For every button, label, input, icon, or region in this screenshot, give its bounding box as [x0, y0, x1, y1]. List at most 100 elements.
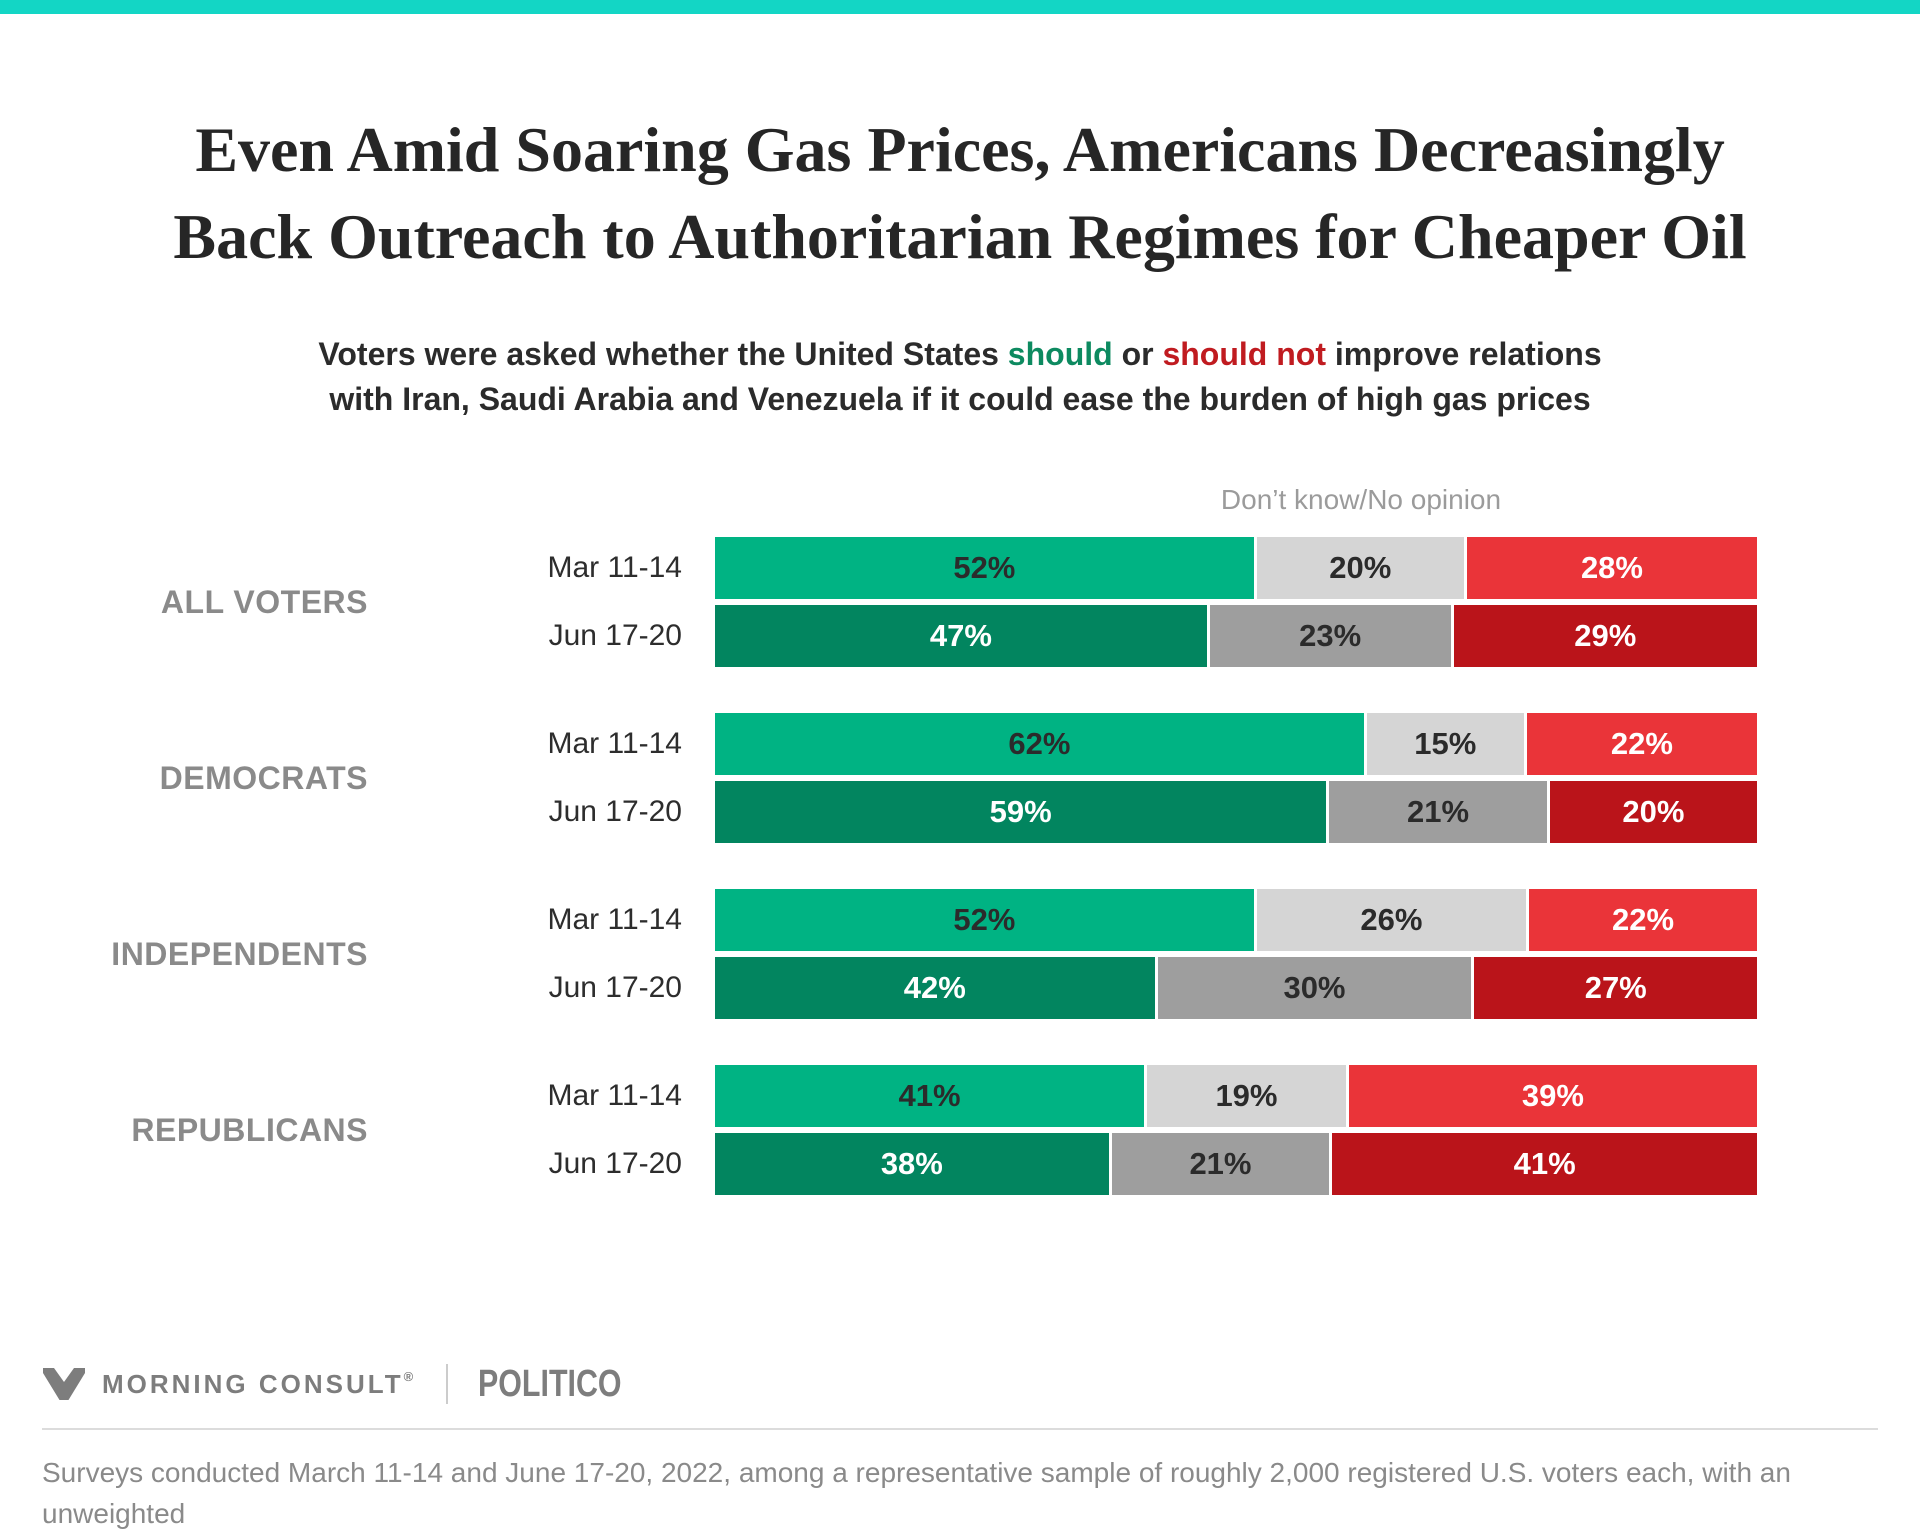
title-line-2: Back Outreach to Authoritarian Regimes f…	[173, 201, 1747, 272]
segment-should: 41%	[715, 1065, 1145, 1127]
segment-should-not: 20%	[1549, 781, 1757, 843]
group-republicans: REPUBLICANS Mar 11-14 41% 19% 39% Jun 17…	[0, 1065, 1920, 1195]
segment-value: 23%	[1299, 618, 1362, 653]
registered-mark: ®	[403, 1368, 417, 1384]
segment-value: 19%	[1215, 1078, 1278, 1113]
bar-row-label: Jun 17-20	[548, 795, 682, 828]
segment-dont-know: 30%	[1157, 957, 1472, 1019]
segment-value: 52%	[953, 902, 1016, 937]
group-rows: Mar 11-14 52% 26% 22% Jun 17-20 42% 30% …	[368, 889, 1920, 1019]
segment-value: 28%	[1580, 550, 1643, 585]
segment-should-not: 39%	[1348, 1065, 1757, 1127]
segment-value: 20%	[1622, 794, 1685, 829]
bar-row-jun: Jun 17-20 38% 21% 41%	[368, 1133, 1920, 1195]
group-label: DEMOCRATS	[159, 759, 368, 796]
segment-value: 26%	[1360, 902, 1423, 937]
group-label: INDEPENDENTS	[111, 935, 368, 972]
group-rows: Mar 11-14 62% 15% 22% Jun 17-20 59% 21% …	[368, 713, 1920, 843]
bar-row-label: Mar 11-14	[547, 727, 682, 760]
bar-row-mar: Mar 11-14 62% 15% 22%	[368, 713, 1920, 775]
stacked-bar: 38% 21% 41%	[715, 1133, 1758, 1195]
bar-row-label: Jun 17-20	[548, 971, 682, 1004]
segment-should-not: 28%	[1466, 537, 1757, 599]
segment-value: 41%	[1513, 1146, 1576, 1181]
segment-should: 59%	[715, 781, 1327, 843]
subtitle-should: should	[1007, 336, 1113, 372]
morning-consult-logo-icon	[43, 1368, 85, 1400]
segment-dont-know: 20%	[1256, 537, 1464, 599]
logo-divider	[446, 1364, 449, 1404]
stacked-bar-chart: ALL VOTERS Mar 11-14 52% 20% 28% Jun 17-…	[0, 537, 1920, 1195]
segment-should: 38%	[715, 1133, 1109, 1195]
chart-annotation-strip: Don’t know/No opinion	[0, 484, 1920, 520]
segment-value: 41%	[898, 1078, 961, 1113]
group-rows: Mar 11-14 41% 19% 39% Jun 17-20 38% 21% …	[368, 1065, 1920, 1195]
segment-value: 22%	[1612, 902, 1675, 937]
segment-dont-know: 19%	[1147, 1065, 1346, 1127]
stacked-bar: 42% 30% 27%	[715, 957, 1757, 1019]
bar-row-label: Mar 11-14	[547, 903, 682, 936]
segment-value: 30%	[1283, 970, 1346, 1005]
segment-should-not: 22%	[1526, 713, 1757, 775]
bar-row-mar: Mar 11-14 52% 26% 22%	[368, 889, 1920, 951]
bar-row-jun: Jun 17-20 59% 21% 20%	[368, 781, 1920, 843]
segment-value: 59%	[989, 794, 1052, 829]
group-democrats: DEMOCRATS Mar 11-14 62% 15% 22% Jun 17-2…	[0, 713, 1920, 843]
title-line-1: Even Amid Soaring Gas Prices, Americans …	[195, 114, 1725, 185]
stacked-bar: 52% 20% 28%	[715, 537, 1757, 599]
subtitle-pre: Voters were asked whether the United Sta…	[318, 336, 1008, 372]
bar-row-label: Mar 11-14	[547, 1079, 682, 1112]
segment-dont-know: 15%	[1366, 713, 1524, 775]
segment-value: 39%	[1521, 1078, 1584, 1113]
segment-value: 15%	[1414, 726, 1477, 761]
segment-should-not: 41%	[1332, 1133, 1758, 1195]
segment-should: 52%	[715, 537, 1254, 599]
segment-dont-know: 21%	[1329, 781, 1547, 843]
note-line-1: Surveys conducted March 11-14 and June 1…	[42, 1457, 1791, 1529]
subtitle: Voters were asked whether the United Sta…	[0, 332, 1920, 422]
segment-dont-know: 21%	[1111, 1133, 1330, 1195]
bar-row-label: Jun 17-20	[548, 1147, 682, 1180]
bar-row-label: Jun 17-20	[548, 619, 682, 652]
group-all-voters: ALL VOTERS Mar 11-14 52% 20% 28% Jun 17-…	[0, 537, 1920, 667]
subtitle-post-1: improve relations	[1325, 336, 1602, 372]
brand-accent-bar	[0, 0, 1920, 14]
segment-should: 52%	[715, 889, 1254, 951]
subtitle-should-not: should not	[1162, 336, 1326, 372]
segment-value: 42%	[903, 970, 966, 1005]
segment-value: 20%	[1329, 550, 1392, 585]
stacked-bar: 41% 19% 39%	[715, 1065, 1757, 1127]
stacked-bar: 52% 26% 22%	[715, 889, 1757, 951]
stacked-bar: 62% 15% 22%	[715, 713, 1757, 775]
segment-value: 21%	[1189, 1146, 1252, 1181]
segment-should: 42%	[715, 957, 1155, 1019]
segment-dont-know: 23%	[1209, 605, 1451, 667]
segment-value: 52%	[953, 550, 1016, 585]
segment-value: 38%	[880, 1146, 943, 1181]
stacked-bar: 47% 23% 29%	[715, 605, 1757, 667]
segment-dont-know: 26%	[1256, 889, 1527, 951]
segment-should: 47%	[715, 605, 1207, 667]
segment-should-not: 27%	[1474, 957, 1757, 1019]
bar-row-label: Mar 11-14	[547, 551, 682, 584]
segment-value: 62%	[1008, 726, 1071, 761]
subtitle-mid: or	[1112, 336, 1163, 372]
group-rows: Mar 11-14 52% 20% 28% Jun 17-20 47% 23% …	[368, 537, 1920, 667]
group-independents: INDEPENDENTS Mar 11-14 52% 26% 22% Jun 1…	[0, 889, 1920, 1019]
methodology-note: Surveys conducted March 11-14 and June 1…	[42, 1452, 1846, 1536]
segment-value: 27%	[1584, 970, 1647, 1005]
footer-divider-line	[42, 1428, 1878, 1430]
dont-know-annotation: Don’t know/No opinion	[1220, 484, 1502, 515]
segment-value: 21%	[1406, 794, 1470, 829]
segment-should-not: 22%	[1529, 889, 1757, 951]
footer-logos: MORNING CONSULT® POLITICO	[42, 1360, 1920, 1408]
segment-value: 47%	[929, 618, 992, 653]
page-title: Even Amid Soaring Gas Prices, Americans …	[0, 106, 1920, 280]
group-label: ALL VOTERS	[160, 583, 368, 620]
bar-row-jun: Jun 17-20 42% 30% 27%	[368, 957, 1920, 1019]
segment-value: 22%	[1610, 726, 1673, 761]
bar-row-jun: Jun 17-20 47% 23% 29%	[368, 605, 1920, 667]
politico-wordmark: POLITICO	[478, 1362, 622, 1405]
morning-consult-wordmark: MORNING CONSULT®	[102, 1369, 416, 1400]
